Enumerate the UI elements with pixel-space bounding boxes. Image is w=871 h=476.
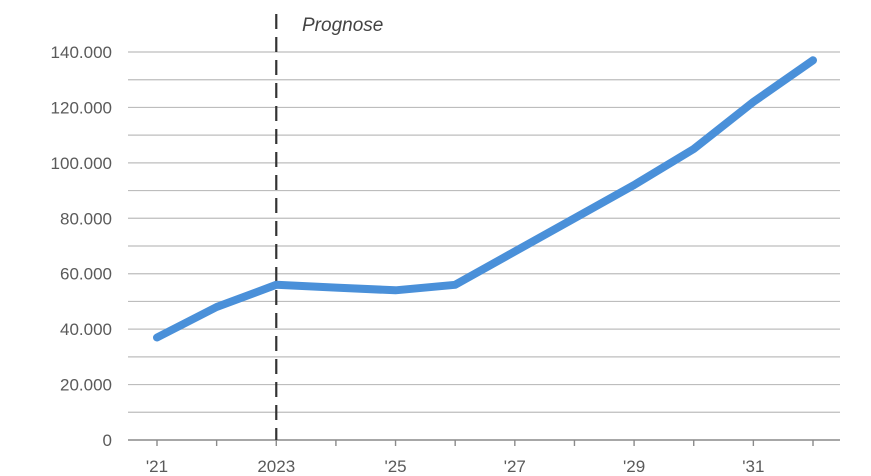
y-tick-label: 100.000 bbox=[51, 154, 112, 173]
y-tick-label: 60.000 bbox=[60, 265, 112, 284]
gridlines bbox=[128, 51, 840, 413]
x-tick-label: '29 bbox=[623, 457, 645, 476]
y-tick-label: 120.000 bbox=[51, 98, 112, 117]
x-tick-label: '21 bbox=[146, 457, 168, 476]
series-group bbox=[153, 56, 817, 342]
y-tick-label: 40.000 bbox=[60, 320, 112, 339]
y-tick-label: 80.000 bbox=[60, 209, 112, 228]
forecast-annotation: Prognose bbox=[302, 15, 383, 36]
x-tick-label: '31 bbox=[742, 457, 764, 476]
y-tick-label: 140.000 bbox=[51, 43, 112, 62]
y-tick-label: 0 bbox=[103, 431, 112, 450]
x-tick-label: '25 bbox=[384, 457, 406, 476]
series-line bbox=[153, 56, 817, 342]
y-tick-label: 20.000 bbox=[60, 376, 112, 395]
y-axis-ticks: 0 20.000 40.000 60.000 80.000 100.000 120.000 1… bbox=[51, 43, 112, 450]
x-axis: '21 2023 '25 '27 '29 '31 bbox=[128, 439, 840, 476]
x-tick-label: '27 bbox=[504, 457, 526, 476]
x-tick-label: 2023 bbox=[257, 457, 295, 476]
